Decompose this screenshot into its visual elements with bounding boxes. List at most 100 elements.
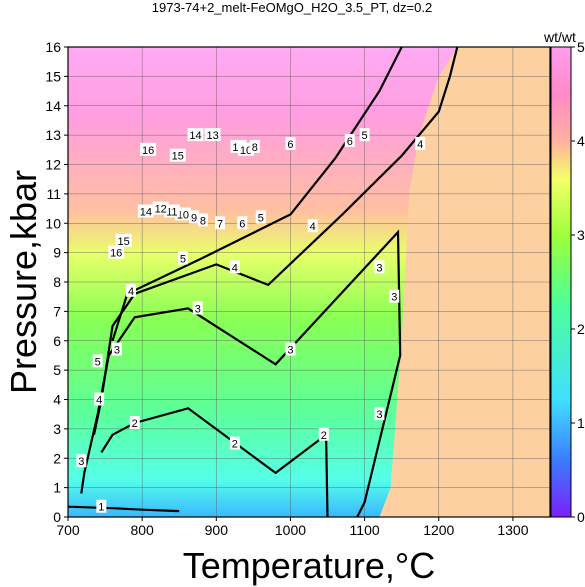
contour-label: 5 xyxy=(258,212,264,224)
contour-label-box xyxy=(359,128,370,142)
contour-label-box xyxy=(307,219,318,233)
contour-label: 13 xyxy=(206,130,218,142)
contour-label: 5 xyxy=(180,254,186,266)
contour-label: 5 xyxy=(95,356,101,368)
x-tick-label: 800 xyxy=(130,522,154,538)
y-tick-label: 1 xyxy=(53,480,61,496)
y-tick-label: 16 xyxy=(45,39,61,55)
contour-label: 8 xyxy=(252,142,258,154)
contour-label: 3 xyxy=(376,262,382,274)
x-axis-label: Temperature,°C xyxy=(183,545,436,586)
contour-label: 3 xyxy=(114,345,120,357)
x-axis: 700 800 900 1000 1100 1200 1300 xyxy=(56,517,529,538)
contour-label-box xyxy=(126,283,137,297)
contour-label: 4 xyxy=(128,286,134,298)
y-tick-label: 9 xyxy=(53,245,61,261)
contour-label: 2 xyxy=(321,430,327,442)
contour-label-box xyxy=(285,342,296,356)
y-tick-label: 6 xyxy=(53,333,61,349)
y-tick-label: 15 xyxy=(45,68,61,84)
contour-label: 2 xyxy=(132,418,138,430)
contour-label: 3 xyxy=(391,292,397,304)
contour-label-box xyxy=(237,216,248,230)
contour-4 xyxy=(92,47,459,436)
contour-label-box xyxy=(389,289,400,303)
contour-label: 4 xyxy=(310,221,316,233)
grid xyxy=(68,47,550,517)
contour-label: 14 xyxy=(140,207,152,219)
contour-label-box xyxy=(187,128,204,142)
contour-label-box xyxy=(229,436,240,450)
contour-label-box xyxy=(204,128,221,142)
contour-label-box xyxy=(140,142,157,156)
y-tick-label: 0 xyxy=(53,509,61,525)
contour-label: 12 xyxy=(155,204,167,216)
colorbar-unit: wt/wt xyxy=(543,29,576,45)
contour-label: 9 xyxy=(191,212,197,224)
contour-label-box xyxy=(76,454,87,468)
y-tick-label: 4 xyxy=(53,392,61,408)
contour-label: 2 xyxy=(232,439,238,451)
contour-label-box xyxy=(152,201,169,215)
y-tick-label: 11 xyxy=(46,186,61,202)
contour-label: 3 xyxy=(376,409,382,421)
contour-label-box xyxy=(108,245,125,259)
contour-label: 10 xyxy=(240,145,252,157)
colorbar-tick-label: 4 xyxy=(577,133,585,149)
y-axis-label: Pressure,kbar xyxy=(3,170,44,394)
contour-label-box xyxy=(197,213,208,227)
contour-label-box xyxy=(229,260,240,274)
x-tick-label: 1000 xyxy=(275,522,306,538)
contour-label: 6 xyxy=(239,218,245,230)
contour-label-box xyxy=(285,136,296,150)
contour-label: 6 xyxy=(347,136,353,148)
contour-label-box xyxy=(255,210,266,224)
contour-label: 8 xyxy=(200,215,206,227)
contour-label-box xyxy=(374,407,385,421)
contour-label: 16 xyxy=(110,248,122,260)
contour-label-box xyxy=(169,148,186,162)
contour-label: 6 xyxy=(287,139,293,151)
contour-label: 1 xyxy=(98,502,104,514)
contour-label: 3 xyxy=(195,303,201,315)
contour-label: 5 xyxy=(362,130,368,142)
colorbar: wt/wt 0 1 2 3 4 5 xyxy=(543,29,585,525)
colorbar-gradient xyxy=(550,46,572,518)
contour-label: 15 xyxy=(117,236,129,248)
contours xyxy=(68,47,459,517)
chart-title: 1973-74+2_melt-FeOMgO_H2O_3.5_PT, dz=0.2 xyxy=(152,0,432,15)
colorbar-tick-label: 3 xyxy=(577,227,585,243)
contour-label: 7 xyxy=(217,218,223,230)
contour-label-box xyxy=(249,139,260,153)
contour-label: 11 xyxy=(166,207,177,219)
contour-label: 16 xyxy=(142,145,154,157)
x-tick-label: 1200 xyxy=(423,522,454,538)
contour-label: 4 xyxy=(232,262,238,274)
y-tick-label: 5 xyxy=(53,362,61,378)
contour-label-box xyxy=(215,216,226,230)
contour-1 xyxy=(68,505,180,513)
contour-label-box xyxy=(137,204,154,218)
x-tick-label: 900 xyxy=(205,522,229,538)
contour-label-box xyxy=(415,136,426,150)
y-tick-label: 13 xyxy=(45,127,61,143)
y-tick-label: 2 xyxy=(53,450,61,466)
y-tick-label: 14 xyxy=(45,98,61,114)
contour-label-box xyxy=(374,260,385,274)
contour-label-box xyxy=(318,427,329,441)
colorbar-tick-label: 5 xyxy=(577,39,585,55)
contour-label-box xyxy=(129,416,140,429)
x-tick-label: 1100 xyxy=(350,522,380,538)
contour-label: 4 xyxy=(417,139,423,151)
contour-label-box xyxy=(115,233,132,247)
contour-label-box xyxy=(96,499,107,513)
y-tick-label: 12 xyxy=(45,157,61,173)
colorbar-tick-label: 2 xyxy=(577,321,585,337)
contour-label: 3 xyxy=(78,456,84,468)
contour-label: 3 xyxy=(287,345,293,357)
contour-label-box xyxy=(189,210,200,224)
y-tick-label: 3 xyxy=(53,421,61,437)
